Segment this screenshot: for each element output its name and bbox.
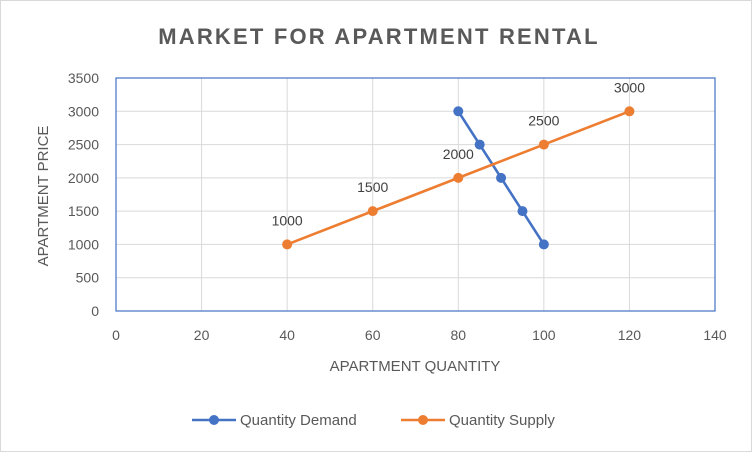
y-tick-label: 2500 — [68, 137, 99, 153]
x-tick-label: 60 — [365, 327, 381, 343]
data-labels: 1000 1500 2000 2500 3000 — [272, 79, 646, 228]
x-tick-label: 120 — [618, 327, 642, 343]
y-tick-label: 3000 — [68, 103, 99, 119]
series — [282, 106, 635, 250]
chart-title: MARKET FOR APARTMENT RENTAL — [158, 24, 600, 49]
quantity-demand-point — [517, 206, 528, 217]
y-tick-label: 1000 — [68, 236, 99, 252]
y-tick-label: 2000 — [68, 170, 99, 186]
x-tick-label: 80 — [450, 327, 466, 343]
x-tick-label: 20 — [194, 327, 210, 343]
quantity-demand-legend-marker — [209, 415, 219, 425]
x-tick-label: 40 — [279, 327, 295, 343]
data-label: 1500 — [357, 179, 388, 195]
quantity-supply-point — [453, 172, 464, 183]
y-tick-label: 1500 — [68, 203, 99, 219]
data-label: 2000 — [443, 146, 474, 162]
quantity-demand-point — [453, 106, 464, 117]
data-label: 3000 — [614, 79, 645, 95]
x-axis-title: APARTMENT QUANTITY — [330, 358, 501, 375]
grid — [115, 77, 716, 312]
quantity-demand-point — [496, 172, 507, 183]
x-tick-label: 0 — [112, 327, 120, 343]
y-tick-label: 500 — [76, 270, 100, 286]
legend-label: Quantity Supply — [449, 412, 555, 429]
y-axis-ticks: 0 500 1000 1500 2000 2500 3000 3500 — [68, 70, 99, 319]
y-tick-label: 0 — [91, 303, 99, 319]
quantity-supply-legend-marker — [418, 415, 428, 425]
quantity-supply-point — [282, 239, 293, 250]
quantity-demand-point — [474, 139, 485, 150]
quantity-supply-point — [624, 106, 635, 117]
data-label: 2500 — [528, 113, 559, 129]
x-tick-label: 100 — [532, 327, 556, 343]
legend-label: Quantity Demand — [240, 412, 357, 429]
quantity-supply-point — [367, 206, 378, 217]
quantity-demand-point — [538, 239, 549, 250]
y-tick-label: 3500 — [68, 70, 99, 86]
y-axis-title: APARTMENT PRICE — [35, 126, 52, 267]
plot-border — [115, 77, 716, 312]
x-tick-label: 140 — [703, 327, 727, 343]
data-label: 1000 — [272, 212, 303, 228]
x-axis-ticks: 0 20 40 60 80 100 120 140 — [112, 327, 727, 343]
quantity-supply-point — [538, 139, 549, 150]
legend: Quantity Demand Quantity Supply — [192, 412, 555, 429]
